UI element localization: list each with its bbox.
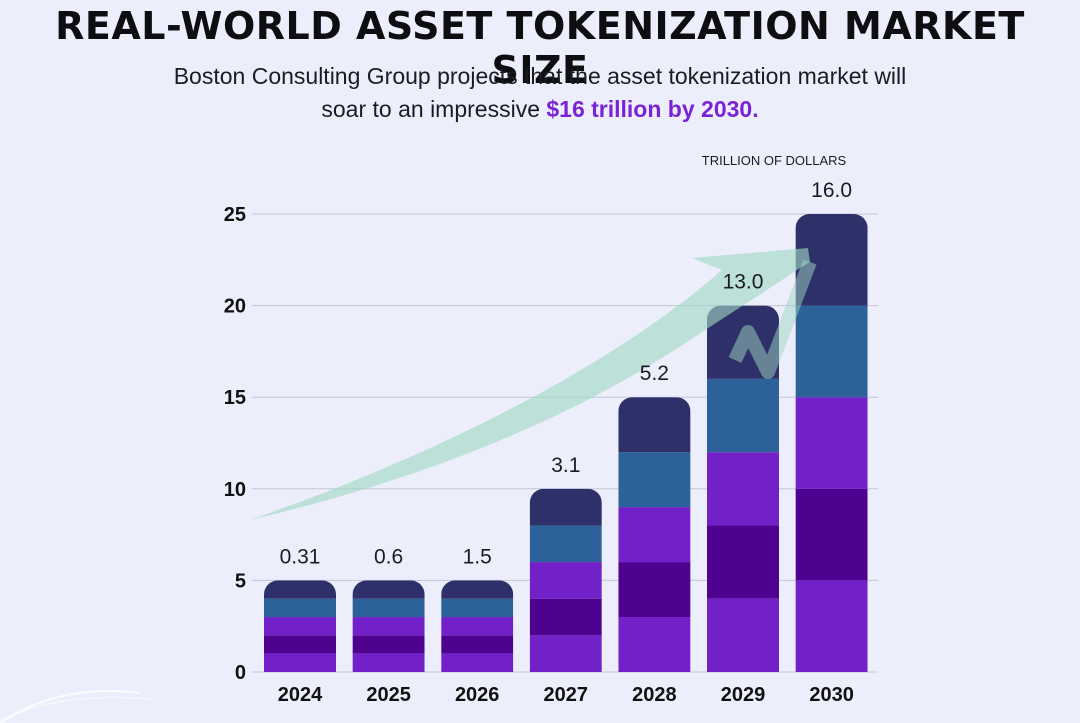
bar-segment [352, 653, 425, 672]
bar-segment [795, 397, 868, 489]
value-label: 0.6 [374, 545, 403, 568]
value-label: 5.2 [640, 362, 669, 385]
bar-segment [352, 635, 425, 654]
value-label: 13.0 [723, 271, 764, 294]
value-label: 0.31 [280, 545, 321, 568]
subtitle-highlight: $16 trillion by 2030. [546, 96, 759, 122]
bar-segment [264, 635, 336, 654]
bar-segment [441, 653, 514, 672]
trend-arrow-icon [250, 248, 817, 520]
x-tick-label: 2025 [366, 684, 411, 706]
bar-segment [707, 378, 779, 453]
x-axis: 2024 2025 2026 2027 2028 2029 2030 [278, 684, 854, 706]
y-axis: 0 5 10 15 20 25 [224, 204, 246, 684]
bar-segment [707, 452, 779, 526]
bar-segment [441, 635, 514, 654]
bar-2027 [529, 488, 602, 672]
trend-zigzag [728, 259, 817, 379]
bar-2024 [264, 580, 336, 672]
subtitle-line-2: soar to an impressive [321, 96, 547, 122]
bar-segment [618, 452, 691, 508]
bar-segment [441, 617, 514, 636]
bars [264, 214, 868, 672]
bar-2028 [618, 397, 691, 672]
bar-segment [529, 562, 602, 599]
y-tick-label: 15 [224, 387, 246, 409]
bar-stack [529, 488, 602, 672]
bar-segment [618, 617, 691, 672]
bar-2026 [441, 580, 514, 672]
bar-segment [618, 397, 691, 453]
bar-segment [795, 488, 868, 581]
bar-2025 [352, 580, 425, 672]
bar-stack [352, 580, 425, 672]
bar-stack [618, 397, 691, 672]
x-tick-label: 2029 [721, 684, 766, 706]
bar-segment [707, 598, 779, 672]
bar-segment [707, 525, 779, 599]
x-tick-label: 2026 [455, 684, 500, 706]
y-tick-label: 5 [235, 570, 246, 592]
y-tick-label: 20 [224, 296, 246, 318]
bar-segment [441, 580, 514, 599]
trend-arrow-body [250, 248, 810, 520]
bar-segment [795, 305, 868, 398]
bar-segment [264, 653, 336, 672]
decorative-swirl [0, 690, 151, 723]
bar-segment [352, 580, 425, 599]
bar-segment [795, 580, 868, 672]
chart-subtitle: Boston Consulting Group projects that th… [70, 60, 1010, 126]
y-tick-label: 25 [224, 204, 246, 226]
bar-segment [441, 598, 514, 618]
x-tick-label: 2024 [278, 684, 323, 706]
bar-segment [264, 580, 336, 599]
bar-stack [795, 214, 868, 672]
value-labels: 0.31 0.6 1.5 3.1 5.2 13.0 16.0 [280, 179, 852, 568]
x-tick-label: 2030 [809, 684, 854, 706]
bar-stack [441, 580, 514, 672]
bar-segment [618, 507, 691, 563]
bar-stack [264, 580, 336, 672]
bar-segment [529, 598, 602, 636]
x-tick-label: 2027 [544, 684, 589, 706]
bar-segment [529, 635, 602, 672]
bar-2030 [795, 214, 868, 672]
bar-segment [264, 598, 336, 618]
subtitle-line-1: Boston Consulting Group projects that th… [173, 63, 907, 89]
unit-label: TRILLION OF DOLLARS [702, 153, 847, 168]
bar-segment [264, 617, 336, 636]
y-tick-label: 0 [235, 662, 246, 684]
bar-segment [352, 617, 425, 636]
value-label: 3.1 [551, 454, 580, 477]
value-label: 16.0 [811, 179, 852, 202]
x-tick-label: 2028 [632, 684, 677, 706]
chart-title: REAL-WORLD ASSET TOKENIZATION MARKET SIZ… [55, 4, 1025, 92]
y-tick-label: 10 [224, 479, 246, 501]
bar-segment [529, 488, 602, 526]
bar-segment [618, 562, 691, 618]
bar-segment [352, 598, 425, 618]
bar-segment [529, 525, 602, 563]
value-label: 1.5 [463, 545, 492, 568]
